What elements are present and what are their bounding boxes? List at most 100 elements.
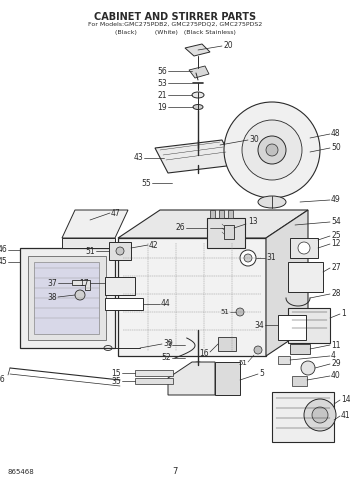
Circle shape bbox=[312, 407, 328, 423]
Polygon shape bbox=[189, 66, 209, 78]
Text: 4: 4 bbox=[331, 352, 336, 360]
Text: 19: 19 bbox=[158, 102, 167, 112]
Bar bbox=[278, 356, 290, 364]
Bar bbox=[219, 210, 224, 218]
Text: CABINET AND STIRRER PARTS: CABINET AND STIRRER PARTS bbox=[94, 12, 256, 22]
Polygon shape bbox=[255, 212, 295, 240]
Text: 865468: 865468 bbox=[8, 469, 35, 475]
Text: 35: 35 bbox=[111, 377, 121, 385]
Bar bbox=[288, 308, 330, 343]
Circle shape bbox=[116, 247, 124, 255]
Text: 13: 13 bbox=[248, 217, 258, 227]
Text: 41: 41 bbox=[341, 412, 350, 421]
Text: (Black)         (White)   (Black Stainless): (Black) (White) (Black Stainless) bbox=[114, 30, 236, 35]
Text: 27: 27 bbox=[331, 264, 341, 272]
Ellipse shape bbox=[193, 104, 203, 110]
Bar bbox=[210, 210, 215, 218]
Text: 11: 11 bbox=[331, 341, 341, 350]
Text: 54: 54 bbox=[331, 217, 341, 227]
Circle shape bbox=[298, 242, 310, 254]
Text: 51: 51 bbox=[238, 360, 247, 366]
Text: 43: 43 bbox=[133, 154, 143, 162]
Text: 49: 49 bbox=[331, 196, 341, 204]
Text: 40: 40 bbox=[331, 371, 341, 381]
Circle shape bbox=[266, 144, 278, 156]
Text: 47: 47 bbox=[111, 209, 121, 217]
Text: 39: 39 bbox=[163, 340, 173, 349]
Text: 52: 52 bbox=[161, 354, 171, 363]
Ellipse shape bbox=[258, 196, 286, 208]
Text: 46: 46 bbox=[0, 245, 7, 255]
Text: 3: 3 bbox=[166, 341, 171, 350]
Text: 29: 29 bbox=[331, 359, 341, 369]
Text: 38: 38 bbox=[47, 293, 57, 301]
Text: 44: 44 bbox=[161, 299, 171, 309]
Bar bbox=[20, 248, 115, 348]
Text: 45: 45 bbox=[0, 257, 7, 267]
Bar bbox=[34, 262, 99, 334]
Polygon shape bbox=[215, 362, 240, 395]
Ellipse shape bbox=[192, 92, 204, 98]
Bar bbox=[207, 218, 245, 248]
Text: 56: 56 bbox=[157, 67, 167, 75]
Text: 42: 42 bbox=[149, 241, 159, 250]
Bar bbox=[109, 242, 131, 260]
Text: 26: 26 bbox=[175, 224, 185, 232]
Text: 55: 55 bbox=[141, 179, 151, 187]
Text: 14: 14 bbox=[341, 396, 350, 404]
Polygon shape bbox=[185, 44, 210, 56]
Bar bbox=[105, 277, 135, 295]
Text: 21: 21 bbox=[158, 90, 167, 99]
Text: 48: 48 bbox=[331, 129, 341, 139]
Circle shape bbox=[279, 223, 289, 233]
Text: 30: 30 bbox=[249, 136, 259, 144]
Bar bbox=[135, 378, 173, 384]
Text: 7: 7 bbox=[172, 468, 178, 477]
Text: 37: 37 bbox=[47, 279, 57, 287]
Polygon shape bbox=[118, 210, 308, 238]
Text: 36: 36 bbox=[0, 375, 5, 384]
Bar bbox=[290, 344, 310, 354]
Text: 20: 20 bbox=[223, 42, 233, 51]
Polygon shape bbox=[168, 362, 215, 395]
Text: For Models:GMC275PDB2, GMC275PDQ2, GMC275PDS2: For Models:GMC275PDB2, GMC275PDQ2, GMC27… bbox=[88, 22, 262, 27]
Bar bbox=[135, 370, 173, 376]
Text: 50: 50 bbox=[331, 143, 341, 153]
Polygon shape bbox=[155, 140, 235, 173]
Text: 51: 51 bbox=[220, 309, 229, 315]
Bar bbox=[272, 392, 334, 442]
Circle shape bbox=[258, 136, 286, 164]
Bar bbox=[290, 238, 318, 258]
Bar bbox=[224, 225, 234, 239]
Bar bbox=[278, 315, 306, 340]
Bar bbox=[228, 210, 233, 218]
Text: 28: 28 bbox=[331, 289, 341, 298]
Circle shape bbox=[244, 254, 252, 262]
Circle shape bbox=[236, 308, 244, 316]
Text: 34: 34 bbox=[254, 321, 264, 329]
Bar bbox=[105, 298, 143, 310]
Polygon shape bbox=[62, 210, 128, 238]
Text: 15: 15 bbox=[111, 369, 121, 378]
Text: 31: 31 bbox=[266, 254, 276, 262]
Text: 16: 16 bbox=[199, 349, 209, 357]
Polygon shape bbox=[62, 238, 115, 248]
Circle shape bbox=[242, 120, 302, 180]
Polygon shape bbox=[266, 210, 308, 356]
Text: 17: 17 bbox=[79, 279, 89, 287]
Text: 12: 12 bbox=[331, 240, 341, 248]
Text: 5: 5 bbox=[259, 369, 264, 379]
Text: 1: 1 bbox=[341, 310, 346, 318]
Bar bbox=[292, 376, 307, 386]
Text: 53: 53 bbox=[157, 79, 167, 87]
Bar bbox=[288, 262, 323, 292]
Bar bbox=[118, 238, 266, 356]
Circle shape bbox=[240, 250, 256, 266]
Circle shape bbox=[224, 102, 320, 198]
Circle shape bbox=[254, 346, 262, 354]
Circle shape bbox=[304, 399, 336, 431]
Bar bbox=[28, 256, 106, 340]
Text: 25: 25 bbox=[331, 231, 341, 241]
Text: 51: 51 bbox=[85, 246, 95, 256]
Bar bbox=[218, 337, 236, 351]
